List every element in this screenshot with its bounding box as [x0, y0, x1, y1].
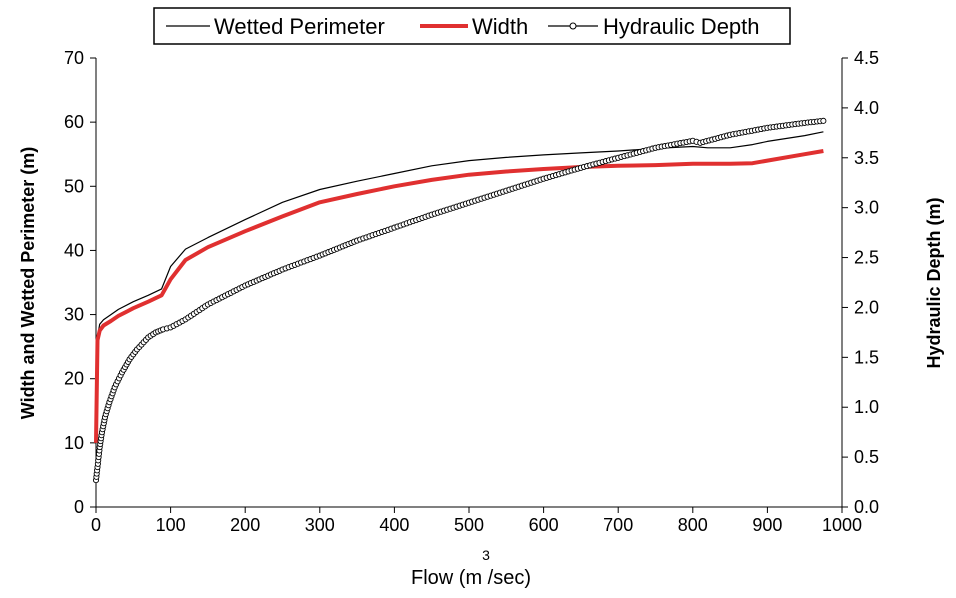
- y-right-tick-label: 3.5: [854, 148, 879, 168]
- x-tick-label: 800: [678, 515, 708, 535]
- series-line-wetted-perimeter: [95, 131, 824, 443]
- y-right-tick-label: 1.0: [854, 397, 879, 417]
- y-left-tick-label: 0: [74, 497, 84, 517]
- y-left-tick-label: 50: [64, 176, 84, 196]
- x-tick-label: 400: [379, 515, 409, 535]
- legend: Wetted Perimeter Width Hydraulic Depth: [153, 7, 791, 45]
- y-right-tick-label: 4.0: [854, 98, 879, 118]
- y-left-tick-label: 20: [64, 369, 84, 389]
- x-tick-label: 0: [91, 515, 101, 535]
- legend-marker-hydraulic-depth: [569, 22, 577, 30]
- y-left-tick-label: 70: [64, 48, 84, 68]
- x-axis-title-superscript: 3: [482, 547, 490, 563]
- x-axis-title: Flow (m /sec): [411, 567, 531, 589]
- x-tick-label: 300: [305, 515, 335, 535]
- x-tick-label: 700: [603, 515, 633, 535]
- series-line-width: [94, 149, 824, 443]
- x-tick-label: 600: [529, 515, 559, 535]
- y-right-tick-label: 2.0: [854, 297, 879, 317]
- legend-label-hydraulic-depth: Hydraulic Depth: [603, 14, 760, 39]
- y-left-axis-title: Width and Wetted Perimeter (m): [18, 147, 38, 420]
- legend-label-wetted-perimeter: Wetted Perimeter: [214, 14, 385, 39]
- x-tick-label: 1000: [822, 515, 862, 535]
- y-left-tick-label: 10: [64, 433, 84, 453]
- legend-box: [153, 7, 791, 45]
- x-tick-label: 500: [454, 515, 484, 535]
- y-left-tick-label: 30: [64, 305, 84, 325]
- y-right-tick-label: 1.5: [854, 347, 879, 367]
- y-left-tick-label: 40: [64, 240, 84, 260]
- x-tick-label: 200: [230, 515, 260, 535]
- x-tick-label: 900: [752, 515, 782, 535]
- y-right-tick-label: 4.5: [854, 48, 879, 68]
- y-left-tick-label: 60: [64, 112, 84, 132]
- y-right-tick-label: 3.0: [854, 198, 879, 218]
- x-tick-label: 100: [156, 515, 186, 535]
- y-right-axis-title: Hydraulic Depth (m): [924, 197, 944, 368]
- y-right-tick-label: 2.5: [854, 248, 879, 268]
- legend-label-width: Width: [472, 14, 528, 39]
- plot-area: 0 100 200 300 400 500 600 700 800 900 1000 0 10 20 30 4…: [64, 48, 879, 535]
- data-point-hydraulic-depth: [820, 117, 827, 124]
- y-right-tick-label: 0.5: [854, 447, 879, 467]
- y-right-tick-label: 0.0: [854, 497, 879, 517]
